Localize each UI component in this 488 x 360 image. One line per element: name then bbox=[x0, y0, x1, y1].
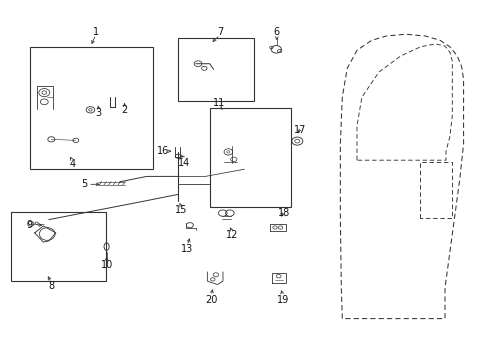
Text: 11: 11 bbox=[212, 98, 224, 108]
Bar bbox=[30, 47, 152, 169]
Bar bbox=[11, 212, 106, 281]
Text: 17: 17 bbox=[293, 125, 306, 135]
Bar bbox=[210, 108, 290, 207]
Bar bbox=[178, 38, 254, 101]
Text: 16: 16 bbox=[157, 146, 169, 156]
Text: 9: 9 bbox=[26, 220, 32, 230]
Text: 18: 18 bbox=[277, 208, 289, 218]
Text: 13: 13 bbox=[181, 244, 193, 254]
Text: 8: 8 bbox=[48, 281, 54, 291]
Text: 4: 4 bbox=[69, 159, 75, 169]
Text: 2: 2 bbox=[122, 105, 127, 115]
Text: 10: 10 bbox=[100, 260, 113, 270]
Text: 15: 15 bbox=[174, 204, 187, 215]
Text: 1: 1 bbox=[93, 27, 99, 37]
Text: 14: 14 bbox=[178, 158, 190, 168]
Text: 3: 3 bbox=[96, 108, 102, 118]
Text: 19: 19 bbox=[276, 294, 288, 305]
Text: 12: 12 bbox=[225, 230, 238, 240]
Text: 7: 7 bbox=[217, 27, 223, 37]
Text: 5: 5 bbox=[81, 179, 87, 189]
Text: 6: 6 bbox=[273, 27, 279, 37]
Text: 20: 20 bbox=[204, 294, 217, 305]
